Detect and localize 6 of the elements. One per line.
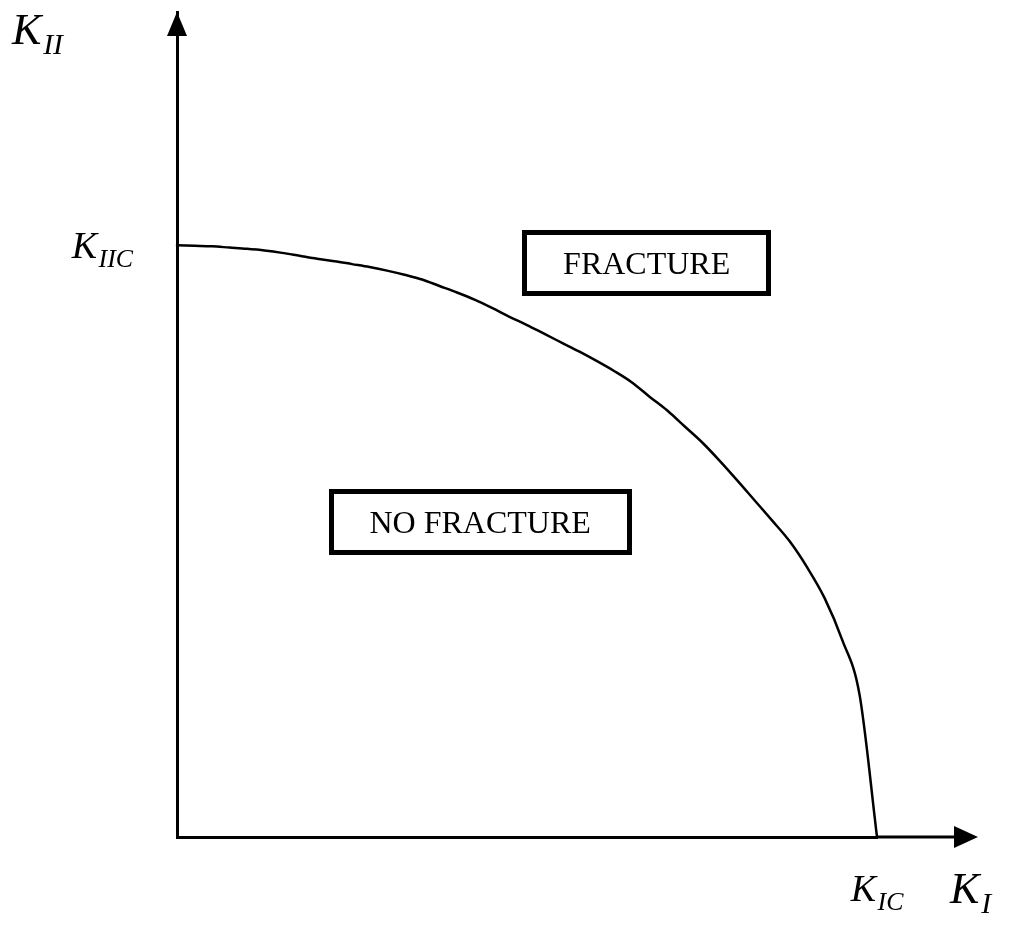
text: K$_{IIC}$	[71, 224, 133, 274]
annotation: FRACTURE	[563, 244, 731, 281]
text: K$_{IC}$	[850, 867, 904, 917]
x-axis-title: K$_{I}$	[950, 864, 992, 920]
y-axis-title: K$_{II}$	[12, 5, 64, 61]
annotation: NO FRACTURE	[369, 503, 591, 540]
